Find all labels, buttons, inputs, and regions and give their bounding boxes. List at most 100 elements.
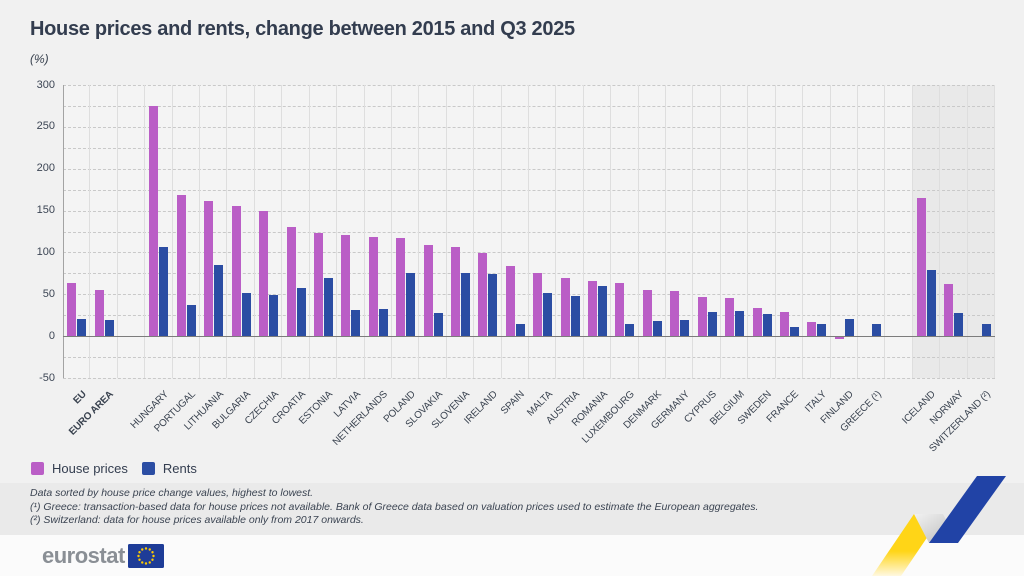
CROATIA-rents-bar (296, 288, 306, 337)
CZECHIA-house_prices-bar (259, 211, 269, 337)
SPAIN-house_prices-bar (505, 265, 515, 337)
LATVIA-rents-bar (351, 310, 361, 337)
AUSTRIA-rents-bar (570, 295, 580, 337)
ITALY-rents-bar (817, 324, 827, 337)
v-gridline (856, 85, 858, 378)
ROMANIA-rents-bar (598, 285, 608, 337)
legend-item-house-prices: House prices (31, 461, 128, 476)
h-gridline (63, 126, 995, 128)
CROATIA-house_prices-bar (286, 227, 296, 337)
BELGIUM-house_prices-bar (725, 297, 735, 337)
FINLAND-rents-bar (844, 319, 854, 337)
MALTA-house_prices-bar (533, 272, 543, 337)
NETHERLANDS-house_prices-bar (368, 237, 378, 337)
h-gridline (63, 189, 995, 191)
legend-label: House prices (52, 461, 128, 476)
SWEDEN-house_prices-bar (752, 307, 762, 337)
EU-house_prices-bar (67, 282, 77, 337)
legend-label: Rents (162, 461, 197, 476)
EURO AREA-house_prices-bar (94, 290, 104, 337)
EURO AREA-rents-bar (104, 320, 114, 337)
eurostat-ribbon-icon (872, 476, 1006, 576)
SPAIN-rents-bar (515, 324, 525, 337)
CZECHIA-rents-bar (269, 295, 279, 337)
h-gridline (63, 378, 995, 379)
h-gridline (63, 294, 995, 296)
bar-plot (63, 85, 995, 379)
SLOVAKIA-house_prices-bar (423, 244, 433, 337)
DENMARK-house_prices-bar (642, 290, 652, 337)
GREECE (¹)-rents-bar (872, 324, 882, 337)
BULGARIA-house_prices-bar (231, 205, 241, 337)
eurostat-logo: eurostat (42, 543, 164, 569)
IRELAND-house_prices-bar (478, 253, 488, 337)
v-gridline (226, 85, 228, 378)
h-gridline (63, 210, 995, 212)
v-gridline (911, 85, 913, 378)
legend-item-rents: Rents (141, 461, 197, 476)
EU-rents-bar (77, 318, 87, 337)
y-tick-label: 250 (36, 120, 55, 133)
v-gridline (610, 85, 612, 378)
eu-flag-icon (127, 544, 164, 568)
zero-axis-line (63, 336, 995, 338)
unit-label: (%) (30, 52, 49, 66)
h-gridline (63, 315, 995, 317)
LITHUANIA-house_prices-bar (204, 200, 214, 337)
LATVIA-house_prices-bar (341, 234, 351, 337)
h-gridline (63, 252, 995, 254)
house-prices-swatch-icon (31, 462, 44, 475)
v-gridline (637, 85, 639, 378)
LUXEMBOURG-rents-bar (625, 323, 635, 337)
h-gridline (63, 168, 995, 170)
v-gridline (774, 85, 776, 378)
v-gridline (390, 85, 392, 378)
GERMANY-house_prices-bar (670, 290, 680, 337)
footnote-switzerland: (²) Switzerland: data for house prices a… (30, 514, 364, 526)
ESTONIA-house_prices-bar (313, 233, 323, 337)
h-gridline (63, 105, 995, 107)
SLOVENIA-rents-bar (460, 273, 470, 337)
v-gridline (89, 85, 91, 378)
FINLAND-house_prices-bar (834, 337, 844, 339)
v-gridline (445, 85, 447, 378)
v-gridline (747, 85, 749, 378)
y-tick-label: 200 (36, 162, 55, 175)
HUNGARY-rents-bar (159, 246, 169, 337)
SLOVAKIA-rents-bar (433, 312, 443, 337)
v-gridline (116, 85, 118, 378)
v-gridline (719, 85, 721, 378)
ICELAND-house_prices-bar (916, 198, 926, 337)
h-gridline (63, 357, 995, 359)
IRELAND-rents-bar (488, 274, 498, 337)
h-gridline (63, 85, 995, 86)
v-gridline (528, 85, 529, 378)
PORTUGAL-rents-bar (186, 305, 196, 337)
rents-swatch-icon (141, 462, 155, 475)
POLAND-rents-bar (406, 273, 416, 337)
v-gridline (281, 85, 283, 378)
v-gridline (308, 85, 310, 378)
ROMANIA-house_prices-bar (588, 280, 598, 337)
v-gridline (555, 85, 557, 378)
v-gridline (500, 85, 502, 378)
footnote-sort: Data sorted by house price change values… (30, 487, 314, 499)
page-title: House prices and rents, change between 2… (30, 18, 575, 40)
v-gridline (582, 85, 584, 378)
v-gridline (473, 85, 475, 378)
NORWAY-rents-bar (954, 312, 964, 337)
SLOVENIA-house_prices-bar (450, 246, 460, 337)
NORWAY-house_prices-bar (944, 284, 954, 337)
v-gridline (829, 85, 831, 378)
footer-strip (0, 535, 1024, 576)
CYPRUS-house_prices-bar (697, 296, 707, 337)
y-tick-label: 300 (36, 78, 55, 91)
y-axis-line (63, 85, 64, 378)
LITHUANIA-rents-bar (214, 264, 224, 337)
v-gridline (418, 85, 420, 378)
BULGARIA-rents-bar (241, 293, 251, 337)
footnote-greece: (¹) Greece: transaction-based data for h… (30, 500, 759, 513)
v-gridline (966, 85, 968, 378)
FRANCE-rents-bar (789, 326, 799, 337)
v-gridline (939, 85, 941, 378)
